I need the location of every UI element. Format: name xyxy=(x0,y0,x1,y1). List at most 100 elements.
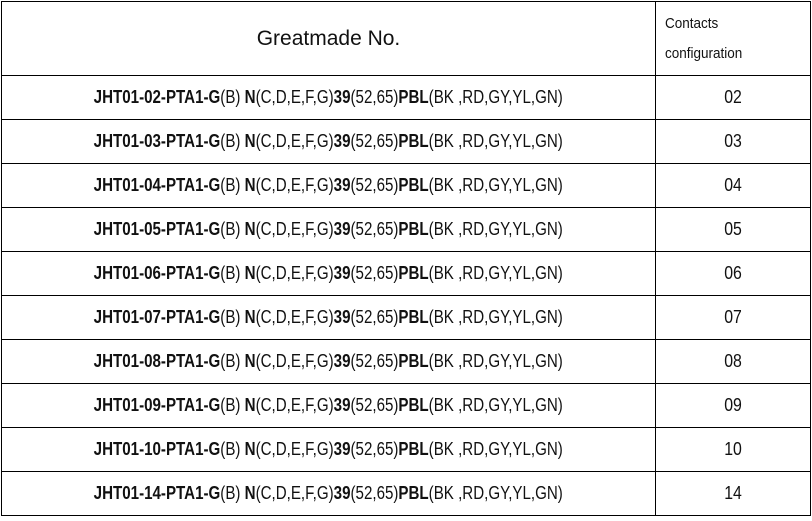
part-number-segment: (BK ,RD,GY,YL,GN) xyxy=(428,307,564,327)
part-number: JHT01-06-PTA1-G(B) N(C,D,E,F,G)39(52,65)… xyxy=(94,263,563,284)
part-number: JHT01-03-PTA1-G(B) N(C,D,E,F,G)39(52,65)… xyxy=(94,131,563,152)
part-number: JHT01-02-PTA1-G(B) N(C,D,E,F,G)39(52,65)… xyxy=(94,87,563,108)
part-number-cell: JHT01-04-PTA1-G(B) N(C,D,E,F,G)39(52,65)… xyxy=(1,163,656,208)
table-row: JHT01-05-PTA1-G(B) N(C,D,E,F,G)39(52,65)… xyxy=(1,207,811,252)
contacts-value: 09 xyxy=(724,395,742,415)
part-number-segment: 39 xyxy=(333,263,351,283)
contacts-cell: 14 xyxy=(655,471,811,516)
part-number-cell: JHT01-03-PTA1-G(B) N(C,D,E,F,G)39(52,65)… xyxy=(1,119,656,164)
contacts-cell: 02 xyxy=(655,75,811,120)
part-number-segment: (B) xyxy=(220,175,245,195)
part-number-segment: (BK ,RD,GY,YL,GN) xyxy=(428,439,564,459)
part-number-segment: (52,65) xyxy=(350,175,399,195)
part-number-segment: N xyxy=(244,87,256,107)
part-number-segment: (B) xyxy=(220,87,245,107)
contacts-cell: 03 xyxy=(655,119,811,164)
part-number-segment: (B) xyxy=(220,263,245,283)
part-number-segment: JHT01-03-PTA1-G xyxy=(93,131,221,151)
part-number-cell: JHT01-09-PTA1-G(B) N(C,D,E,F,G)39(52,65)… xyxy=(1,383,656,428)
contacts-cell: 05 xyxy=(655,207,811,252)
part-number-segment: (52,65) xyxy=(350,439,399,459)
part-number-segment: (B) xyxy=(220,351,245,371)
header-part-no: Greatmade No. xyxy=(1,1,656,76)
part-number-segment: N xyxy=(244,307,256,327)
part-number-segment: JHT01-02-PTA1-G xyxy=(93,87,221,107)
part-number-segment: N xyxy=(244,351,256,371)
part-number-segment: 39 xyxy=(333,483,351,503)
part-number-segment: PBL xyxy=(398,219,429,239)
part-number-segment: PBL xyxy=(398,307,429,327)
contacts-cell: 09 xyxy=(655,383,811,428)
part-number-segment: PBL xyxy=(398,395,429,415)
part-number-cell: JHT01-07-PTA1-G(B) N(C,D,E,F,G)39(52,65)… xyxy=(1,295,656,340)
part-number-segment: (52,65) xyxy=(350,263,399,283)
part-number-segment: (C,D,E,F,G) xyxy=(255,483,334,503)
part-number-cell: JHT01-06-PTA1-G(B) N(C,D,E,F,G)39(52,65)… xyxy=(1,251,656,296)
contacts-cell: 07 xyxy=(655,295,811,340)
part-number-segment: JHT01-14-PTA1-G xyxy=(93,483,221,503)
table-row: JHT01-14-PTA1-G(B) N(C,D,E,F,G)39(52,65)… xyxy=(1,471,811,516)
part-number-segment: N xyxy=(244,131,256,151)
contacts-value: 10 xyxy=(724,439,742,459)
contacts-value: 14 xyxy=(724,483,742,503)
part-number-segment: (C,D,E,F,G) xyxy=(255,395,334,415)
part-number-segment: N xyxy=(244,175,256,195)
part-number-segment: (52,65) xyxy=(350,87,399,107)
table-row: JHT01-10-PTA1-G(B) N(C,D,E,F,G)39(52,65)… xyxy=(1,427,811,472)
part-number-segment: 39 xyxy=(333,395,351,415)
part-number-segment: N xyxy=(244,395,256,415)
part-number-segment: (52,65) xyxy=(350,307,399,327)
part-number-segment: JHT01-09-PTA1-G xyxy=(93,395,221,415)
part-number-segment: (BK ,RD,GY,YL,GN) xyxy=(428,87,564,107)
part-number-segment: (C,D,E,F,G) xyxy=(255,131,334,151)
part-number-segment: (BK ,RD,GY,YL,GN) xyxy=(428,483,564,503)
table-row: JHT01-04-PTA1-G(B) N(C,D,E,F,G)39(52,65)… xyxy=(1,163,811,208)
part-number-segment: (52,65) xyxy=(350,131,399,151)
part-number: JHT01-04-PTA1-G(B) N(C,D,E,F,G)39(52,65)… xyxy=(94,175,563,196)
part-number-segment: (52,65) xyxy=(350,351,399,371)
part-number-segment: N xyxy=(244,263,256,283)
table-row: JHT01-06-PTA1-G(B) N(C,D,E,F,G)39(52,65)… xyxy=(1,251,811,296)
part-number-segment: 39 xyxy=(333,87,351,107)
part-number-segment: 39 xyxy=(333,175,351,195)
part-number-segment: PBL xyxy=(398,439,429,459)
part-number-segment: (BK ,RD,GY,YL,GN) xyxy=(428,131,564,151)
part-number-segment: PBL xyxy=(398,483,429,503)
part-number-segment: (52,65) xyxy=(350,219,399,239)
part-number: JHT01-09-PTA1-G(B) N(C,D,E,F,G)39(52,65)… xyxy=(94,395,563,416)
part-number-segment: JHT01-06-PTA1-G xyxy=(93,263,221,283)
part-number-segment: PBL xyxy=(398,351,429,371)
part-number-segment: (B) xyxy=(220,131,245,151)
part-number: JHT01-10-PTA1-G(B) N(C,D,E,F,G)39(52,65)… xyxy=(94,439,563,460)
part-number-segment: JHT01-08-PTA1-G xyxy=(93,351,221,371)
part-number-segment: N xyxy=(244,219,256,239)
contacts-value: 07 xyxy=(724,307,742,327)
part-number-cell: JHT01-05-PTA1-G(B) N(C,D,E,F,G)39(52,65)… xyxy=(1,207,656,252)
contacts-cell: 08 xyxy=(655,339,811,384)
header-contacts: Contacts configuration xyxy=(655,1,811,76)
table-row: JHT01-07-PTA1-G(B) N(C,D,E,F,G)39(52,65)… xyxy=(1,295,811,340)
part-number-segment: (C,D,E,F,G) xyxy=(255,307,334,327)
contacts-cell: 06 xyxy=(655,251,811,296)
contacts-value: 04 xyxy=(724,175,742,195)
part-number-segment: (C,D,E,F,G) xyxy=(255,351,334,371)
part-number-segment: N xyxy=(244,439,256,459)
part-number-segment: (BK ,RD,GY,YL,GN) xyxy=(428,351,564,371)
part-number-segment: 39 xyxy=(333,351,351,371)
part-number-cell: JHT01-14-PTA1-G(B) N(C,D,E,F,G)39(52,65)… xyxy=(1,471,656,516)
part-number-segment: (C,D,E,F,G) xyxy=(255,439,334,459)
table-row: JHT01-08-PTA1-G(B) N(C,D,E,F,G)39(52,65)… xyxy=(1,339,811,384)
part-number-segment: 39 xyxy=(333,439,351,459)
part-number-segment: PBL xyxy=(398,87,429,107)
part-number-segment: (B) xyxy=(220,307,245,327)
part-number-segment: (52,65) xyxy=(350,483,399,503)
contacts-value: 05 xyxy=(724,219,742,239)
part-number-segment: (C,D,E,F,G) xyxy=(255,175,334,195)
part-number-segment: JHT01-04-PTA1-G xyxy=(93,175,221,195)
contacts-value: 08 xyxy=(724,351,742,371)
part-number-segment: (B) xyxy=(220,395,245,415)
contacts-value: 06 xyxy=(724,263,742,283)
part-number-segment: PBL xyxy=(398,131,429,151)
header-contacts-line1: Contacts xyxy=(665,14,719,32)
part-number-segment: (BK ,RD,GY,YL,GN) xyxy=(428,395,564,415)
